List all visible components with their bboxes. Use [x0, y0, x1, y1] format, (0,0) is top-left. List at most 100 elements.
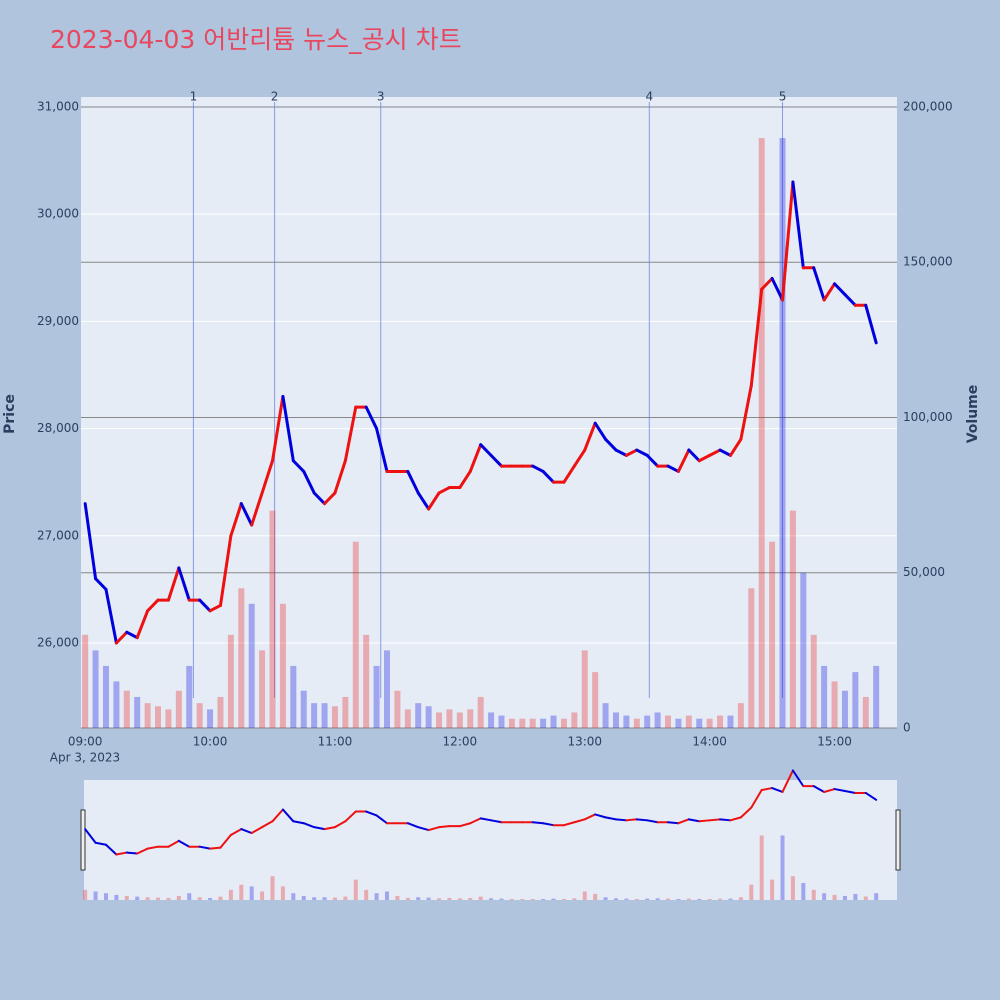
price-segment	[562, 464, 576, 484]
mini-price-segment	[823, 788, 836, 793]
mini-volume-bar	[312, 897, 317, 900]
y-tick-label: 27,000	[37, 528, 79, 542]
mini-volume-bar	[437, 898, 442, 900]
volume-bar	[800, 572, 807, 728]
mini-price-segment	[479, 817, 493, 822]
mini-price-segment	[864, 791, 878, 801]
price-segment	[198, 598, 212, 613]
mini-volume-bar	[655, 898, 660, 900]
price-segment	[427, 491, 441, 511]
mini-price-segment	[292, 820, 305, 825]
price-segment	[843, 293, 857, 307]
volume-bar	[560, 718, 567, 728]
mini-volume-bar	[197, 897, 202, 900]
mini-volume-bar	[686, 898, 691, 900]
x-tick-label: 14:00	[692, 735, 727, 749]
volume-bar	[92, 650, 99, 728]
volume-bar	[342, 696, 349, 728]
mini-price-segment	[542, 822, 555, 827]
mini-price-segment	[812, 785, 826, 793]
mini-volume-bar	[541, 898, 546, 900]
mini-volume-bar	[707, 898, 712, 900]
volume-bar	[175, 690, 182, 728]
volume-bar	[581, 650, 588, 728]
news-marker-label: 3	[377, 90, 385, 104]
mini-price-segment	[833, 788, 846, 793]
range-slider[interactable]	[84, 780, 897, 900]
mini-volume-bar	[385, 891, 389, 900]
mini-price-segment	[146, 845, 160, 850]
mini-volume-bar	[353, 879, 358, 900]
mini-price-segment	[614, 818, 628, 822]
y2-tick-label: 100,000	[903, 410, 953, 424]
volume-bar	[821, 665, 828, 728]
price-segment	[94, 577, 108, 591]
mini-volume-bar	[166, 897, 171, 900]
mini-price-segment	[417, 826, 430, 832]
y-tick-label: 31,000	[37, 99, 79, 113]
mini-volume-bar	[239, 884, 244, 900]
volume-bar	[540, 718, 547, 728]
mini-price-segment	[125, 851, 139, 855]
volume-bar	[321, 703, 328, 728]
mini-volume-bar	[374, 893, 379, 900]
x-tick-label: 09:00	[68, 735, 103, 749]
mini-price-segment	[604, 816, 617, 821]
mini-volume-bar	[738, 897, 743, 900]
x-tick-label: 13:00	[567, 735, 602, 749]
price-segment	[718, 448, 732, 457]
price-segment	[166, 566, 181, 602]
mini-price-segment	[271, 808, 284, 823]
mini-volume-bar	[749, 884, 754, 900]
price-segment	[250, 491, 264, 527]
y-axis-title: Price	[2, 394, 18, 434]
price-segment	[687, 448, 701, 463]
volume-bar	[508, 718, 515, 728]
volume-bar	[269, 510, 276, 728]
mini-price-segment	[427, 826, 441, 832]
price-segment	[364, 405, 379, 431]
volume-bar	[279, 603, 286, 728]
volume-bar	[592, 672, 599, 728]
y-tick-label: 30,000	[37, 207, 79, 221]
mini-volume-bar	[613, 898, 618, 900]
x-tick-label: 15:00	[817, 735, 852, 749]
mini-volume-bar	[468, 897, 473, 900]
price-segment	[406, 469, 420, 495]
news-marker-label: 2	[271, 90, 279, 104]
mini-volume-bar	[208, 897, 213, 900]
price-segment	[676, 448, 691, 473]
mini-price-segment	[625, 818, 638, 822]
mini-price-segment	[791, 769, 805, 788]
volume-bar	[602, 703, 609, 728]
price-segment	[760, 276, 774, 291]
price-segment	[239, 502, 254, 527]
range-handle[interactable]	[895, 809, 901, 871]
mini-volume-bar	[863, 896, 868, 900]
mini-volume-bar	[83, 889, 88, 900]
price-segment	[822, 282, 837, 302]
range-handle[interactable]	[80, 809, 86, 871]
volume-bar	[259, 650, 266, 728]
volume-bar	[102, 665, 109, 728]
mini-volume-bar	[759, 835, 764, 900]
mini-price-segment	[562, 821, 576, 827]
volume-bar	[529, 718, 536, 728]
mini-volume-bar	[332, 897, 337, 900]
price-segment	[218, 534, 233, 607]
mini-volume-bar	[93, 891, 98, 900]
volume-bar	[717, 715, 724, 728]
mini-volume-bar	[405, 897, 410, 900]
volume-bar	[852, 672, 859, 728]
price-segment	[593, 421, 608, 441]
volume-bar	[363, 634, 370, 728]
price-segment	[770, 276, 785, 302]
volume-bar	[300, 690, 307, 728]
price-segment	[333, 459, 347, 495]
mini-price-segment	[490, 819, 503, 824]
volume-bar	[446, 709, 453, 728]
price-segment	[437, 486, 451, 495]
mini-price-segment	[843, 790, 857, 794]
price-segment	[531, 464, 545, 473]
mini-price-segment	[635, 818, 649, 822]
